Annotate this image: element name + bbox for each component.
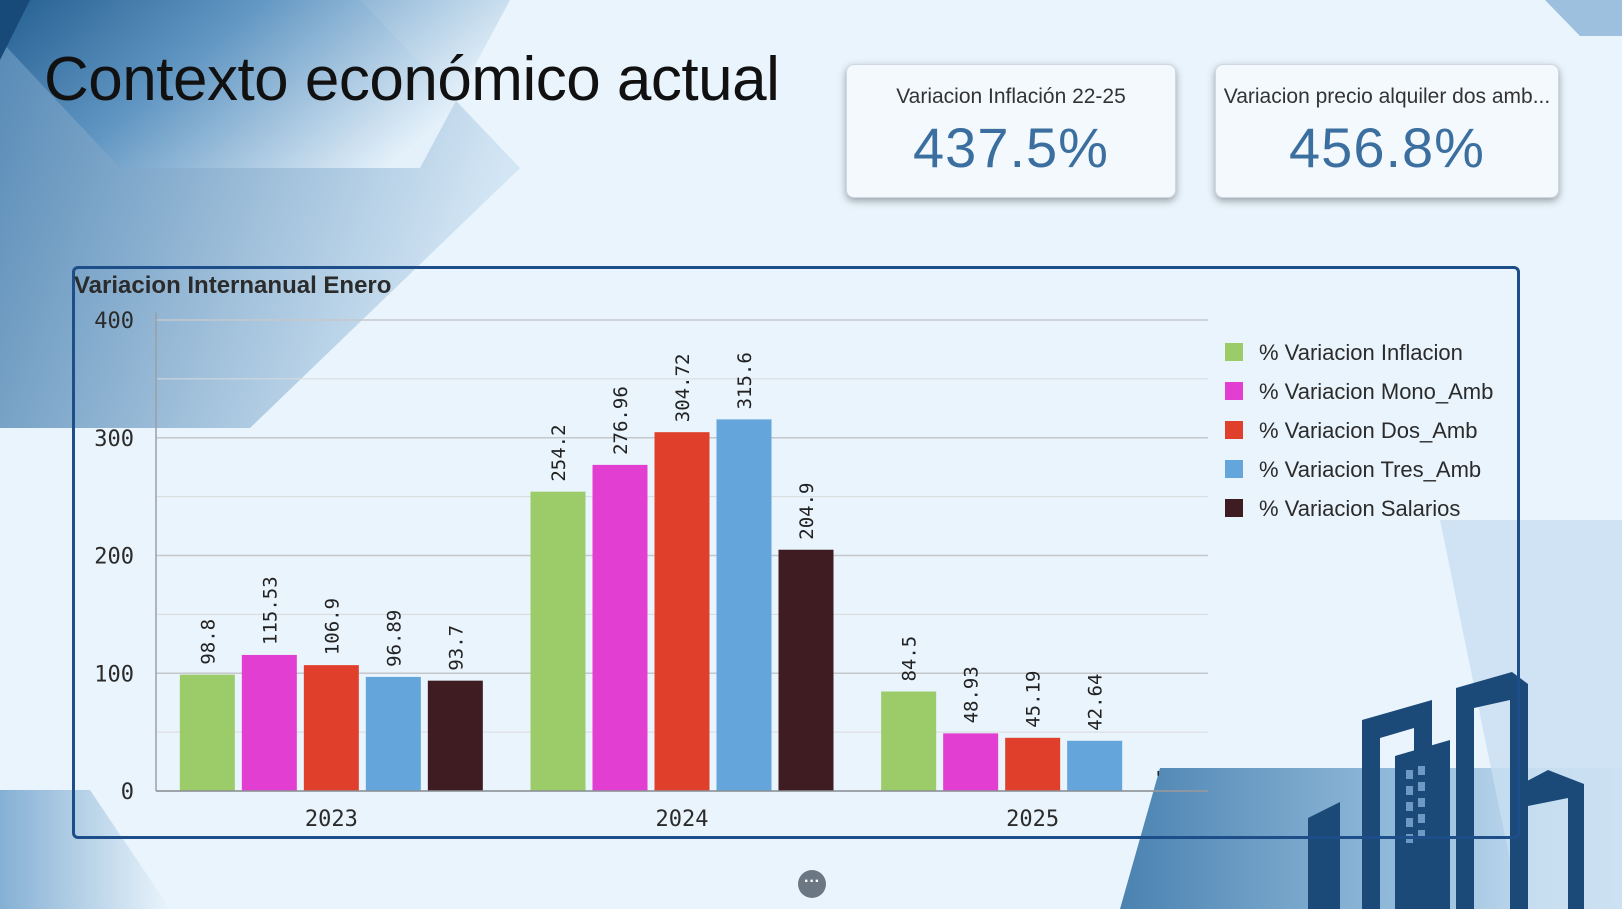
bar bbox=[716, 419, 772, 791]
page-title: Contexto económico actual bbox=[44, 45, 780, 114]
bar-value-label: - bbox=[1147, 768, 1169, 779]
legend-label: % Variacion Mono_Amb bbox=[1259, 379, 1493, 404]
bar-value-label: 93.7 bbox=[445, 625, 467, 671]
bar bbox=[943, 733, 999, 791]
y-tick-label: 200 bbox=[94, 545, 134, 570]
bar bbox=[241, 654, 297, 791]
bar-value-label: 84.5 bbox=[899, 636, 921, 682]
kpi-value: 437.5% bbox=[913, 116, 1109, 179]
bar-value-label: 204.9 bbox=[796, 483, 818, 540]
legend-label: % Variacion Dos_Amb bbox=[1259, 418, 1477, 443]
bar-value-label: 42.64 bbox=[1085, 674, 1107, 731]
more-options-button[interactable]: ··· bbox=[798, 870, 826, 898]
y-tick-label: 0 bbox=[121, 780, 134, 805]
city-buildings-icon bbox=[1308, 672, 1584, 909]
legend-swatch bbox=[1225, 343, 1243, 361]
y-tick-label: 400 bbox=[94, 309, 134, 334]
x-tick-label: 2025 bbox=[1006, 807, 1059, 832]
bar-value-label: 304.72 bbox=[672, 354, 694, 423]
bar-value-label: 115.53 bbox=[259, 576, 281, 645]
bar-value-label: 254.2 bbox=[548, 424, 570, 481]
bar bbox=[881, 691, 937, 791]
legend-swatch bbox=[1225, 499, 1243, 517]
bar-value-label: 276.96 bbox=[610, 386, 632, 455]
kpi-value: 456.8% bbox=[1289, 116, 1485, 179]
y-tick-label: 100 bbox=[94, 662, 134, 687]
bar bbox=[365, 676, 421, 791]
y-tick-label: 300 bbox=[94, 427, 134, 452]
bar bbox=[530, 491, 586, 791]
bar-value-label: 45.19 bbox=[1023, 671, 1045, 728]
chart-panel[interactable] bbox=[72, 266, 1520, 839]
bar bbox=[654, 432, 710, 791]
chart-title: Variacion Internanual Enero bbox=[74, 272, 392, 299]
bar-value-label: 315.6 bbox=[734, 352, 756, 409]
bar bbox=[1067, 740, 1123, 791]
bar-value-label: 106.9 bbox=[321, 598, 343, 655]
bar-value-label: 48.93 bbox=[961, 666, 983, 723]
legend-swatch bbox=[1225, 382, 1243, 400]
bar bbox=[778, 549, 834, 791]
kpi-card-inflacion[interactable]: Variacion Inflación 22-25 437.5% bbox=[846, 64, 1176, 198]
legend-label: % Variacion Salarios bbox=[1259, 496, 1460, 521]
bar bbox=[592, 464, 648, 791]
bar bbox=[303, 665, 359, 791]
x-tick-label: 2024 bbox=[656, 807, 709, 832]
legend-swatch bbox=[1225, 460, 1243, 478]
bar-value-label: 98.8 bbox=[197, 619, 219, 665]
kpi-card-alquiler[interactable]: Variacion precio alquiler dos amb... 456… bbox=[1215, 64, 1559, 198]
legend-swatch bbox=[1225, 421, 1243, 439]
bar bbox=[179, 674, 235, 791]
legend-label: % Variacion Tres_Amb bbox=[1259, 457, 1481, 482]
bar bbox=[427, 680, 483, 791]
legend-label: % Variacion Inflacion bbox=[1259, 340, 1463, 365]
x-tick-label: 2023 bbox=[305, 807, 358, 832]
bar bbox=[1005, 737, 1061, 791]
bar-value-label: 96.89 bbox=[383, 610, 405, 667]
